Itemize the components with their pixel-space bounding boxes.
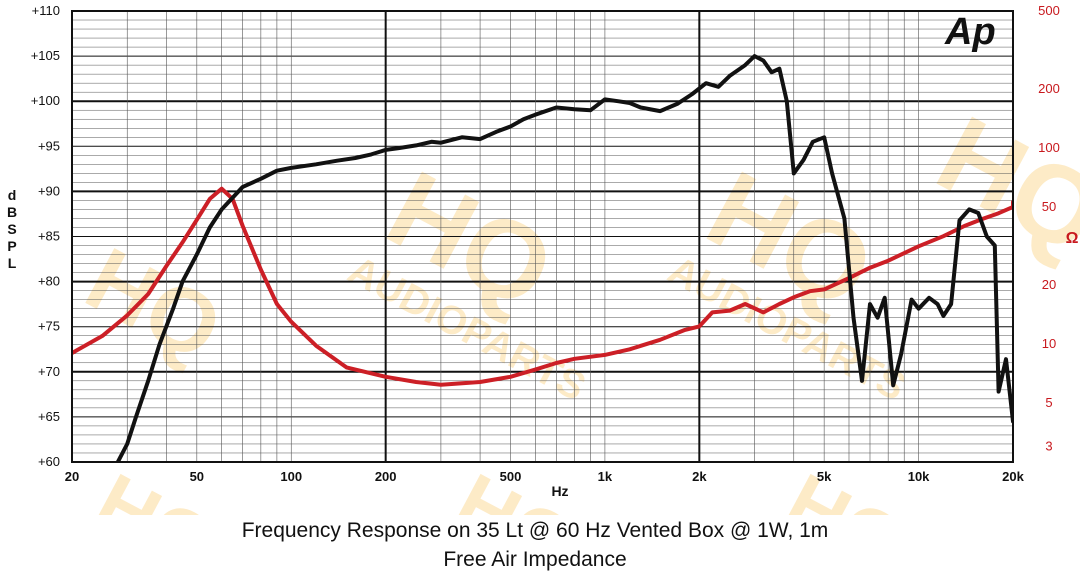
hq-audioparts-watermark: HQ HQ AUDIOPARTS HQ AUDIOPARTS HQ HQ HQ … — [71, 93, 1080, 515]
y-right-tick-label: 500 — [1038, 3, 1060, 18]
svg-text:HQ: HQ — [82, 456, 230, 515]
ap-logo: Ap — [944, 11, 996, 53]
series-layer — [72, 54, 1013, 462]
plot-frame — [71, 10, 1014, 463]
y-left-tick-label: +110 — [32, 3, 60, 18]
y-right-tick-label: 50 — [1042, 199, 1056, 214]
x-tick-label: 1k — [598, 469, 613, 484]
y-left-tick-label: +75 — [38, 319, 60, 334]
impedance-series-line — [72, 186, 1013, 387]
y-left-tick-label: +85 — [38, 229, 60, 244]
y-right-tick-label: 100 — [1038, 140, 1060, 155]
chart-title: Frequency Response on 35 Lt @ 60 Hz Vent… — [241, 519, 829, 542]
y-left-axis-label: S — [7, 221, 16, 237]
y-left-tick-label: +105 — [31, 48, 60, 63]
y-left-tick-label: +65 — [38, 409, 60, 424]
y-left-tick-label: +95 — [38, 138, 60, 153]
y-left-axis-label: d — [8, 187, 17, 203]
x-tick-label: 20k — [1002, 469, 1024, 484]
x-tick-label: 10k — [908, 469, 930, 484]
x-tick-label: 100 — [280, 469, 302, 484]
svg-text:HQ: HQ — [772, 456, 920, 515]
spl-series-line — [115, 54, 1013, 462]
chart-subtitle: Free Air Impedance — [443, 548, 627, 571]
x-tick-label: 2k — [692, 469, 707, 484]
x-tick-label: 5k — [817, 469, 832, 484]
svg-text:HQ: HQ — [919, 93, 1080, 279]
x-tick-label: 50 — [190, 469, 204, 484]
y-right-tick-label: 20 — [1042, 277, 1056, 292]
y-right-tick-label: 5 — [1045, 395, 1052, 410]
y-left-tick-label: +70 — [38, 364, 60, 379]
axis-labels: +60 +65 +70 +75 +80 +85 +90 +95 +100 +105 +110 3 5 10… — [7, 3, 1079, 499]
y-right-tick-label: 10 — [1042, 336, 1056, 351]
y-left-tick-label: +80 — [38, 274, 60, 289]
y-left-axis-label: L — [8, 255, 17, 271]
chart: HQ HQ AUDIOPARTS HQ AUDIOPARTS HQ HQ HQ … — [7, 3, 1080, 515]
x-axis-label: Hz — [551, 483, 568, 499]
y-left-tick-label: +60 — [38, 454, 60, 469]
y-right-tick-label: 3 — [1045, 438, 1052, 453]
y-left-tick-label: +90 — [38, 183, 60, 198]
logo-text: Ap — [944, 11, 996, 53]
y-right-tick-label: 200 — [1038, 81, 1060, 96]
y-left-tick-label: +100 — [31, 93, 60, 108]
x-tick-label: 20 — [65, 469, 79, 484]
y-right-axis-label: Ω — [1066, 230, 1079, 247]
x-tick-label: 500 — [500, 469, 522, 484]
y-left-axis-label: B — [7, 204, 17, 220]
y-left-axis-label: P — [7, 238, 16, 254]
x-tick-label: 200 — [375, 469, 397, 484]
